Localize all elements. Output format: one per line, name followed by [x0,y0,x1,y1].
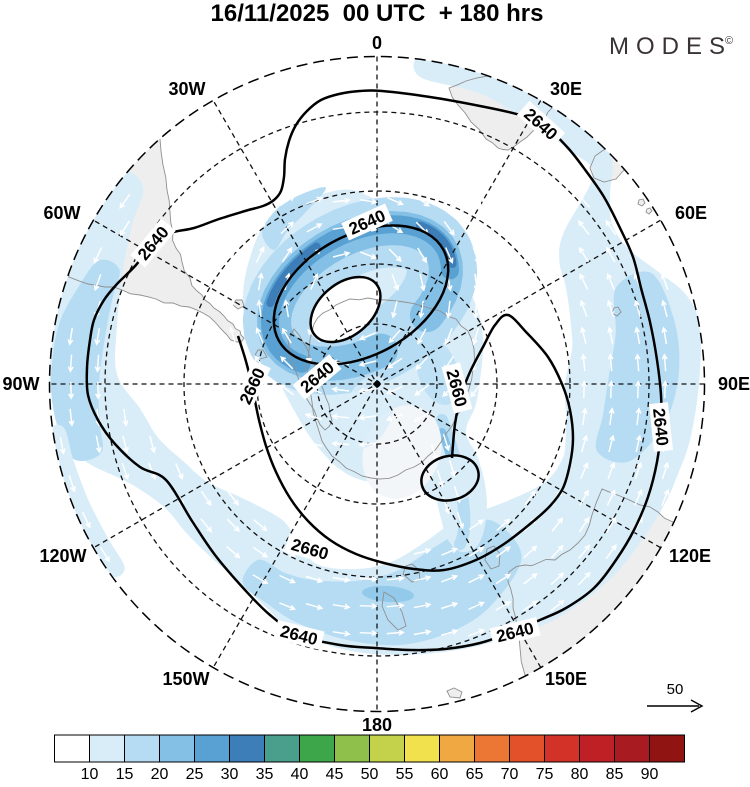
svg-text:45: 45 [326,766,344,782]
svg-text:40: 40 [291,766,309,782]
svg-text:30W: 30W [168,79,205,99]
svg-text:60E: 60E [675,203,707,223]
svg-text:60W: 60W [43,203,80,223]
svg-text:©: © [725,35,733,47]
svg-text:25: 25 [186,766,204,782]
svg-text:150W: 150W [162,669,209,689]
svg-text:80: 80 [571,766,589,782]
svg-text:180: 180 [362,715,392,735]
svg-text:20: 20 [151,766,169,782]
svg-text:150E: 150E [545,669,587,689]
svg-text:90: 90 [641,766,659,782]
svg-text:55: 55 [396,766,414,782]
svg-text:60: 60 [431,766,449,782]
svg-text:0: 0 [372,33,382,53]
svg-text:50: 50 [361,766,379,782]
svg-text:MODES: MODES [609,33,732,60]
svg-text:85: 85 [606,766,624,782]
svg-text:120E: 120E [669,546,711,566]
svg-text:65: 65 [466,766,484,782]
svg-text:50: 50 [667,681,684,698]
svg-text:2640: 2640 [649,407,672,447]
svg-text:120W: 120W [39,546,86,566]
svg-text:16/11/2025 00 UTC + 180 hrs: 16/11/2025 00 UTC + 180 hrs [211,0,544,27]
svg-text:70: 70 [501,766,519,782]
svg-text:30E: 30E [550,79,582,99]
svg-text:90W: 90W [2,374,39,394]
svg-text:35: 35 [256,766,274,782]
svg-text:15: 15 [116,766,134,782]
svg-text:90E: 90E [718,374,750,394]
svg-text:10: 10 [81,766,99,782]
svg-text:30: 30 [221,766,239,782]
svg-text:75: 75 [536,766,554,782]
